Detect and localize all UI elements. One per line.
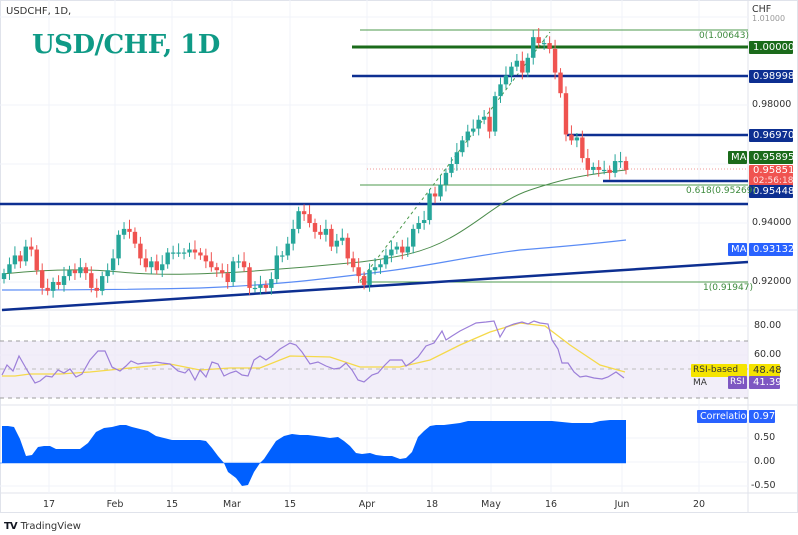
time-tick: May [481, 499, 501, 510]
ma-tag-value: 0.95895 [749, 151, 794, 164]
rsi-ma-tag-value: 48.48 [749, 364, 782, 377]
brand-name: TradingView [20, 521, 81, 532]
time-tick: 18 [425, 499, 439, 510]
tradingview-logo[interactable]: TV TradingView [4, 521, 81, 532]
time-tick: Apr [358, 499, 376, 510]
correlation-tag-value: 0.97 [749, 410, 775, 423]
corr-tick: 0.50 [754, 432, 776, 443]
time-tick: 17 [42, 499, 56, 510]
correlation-area [2, 420, 626, 486]
ma-tag-label: MA [728, 151, 747, 164]
time-tick: Mar [223, 499, 241, 510]
corr-tick: 0.00 [754, 456, 776, 467]
price-tick: 0.92000 [752, 276, 792, 287]
time-tick: 15 [165, 499, 179, 510]
fib-label-618: 0.618(0.95269) [686, 186, 757, 196]
price-tick: 0.98000 [752, 99, 792, 110]
level-tag: 0.95448 [749, 185, 794, 198]
ma2-tag-value: 0.93132 [749, 243, 794, 256]
rsi-tick: 60.00 [754, 349, 782, 360]
currency-label: CHF [752, 4, 772, 15]
symbol-label[interactable]: USDCHF, 1D, [6, 6, 72, 17]
tradingview-icon: TV [4, 521, 18, 532]
correlation-tag-label: Correlation [697, 410, 752, 423]
time-tick: Jun [614, 499, 630, 510]
rsi-line [1, 320, 625, 384]
ma-green-line [1, 169, 627, 275]
fib-label-1: 1(0.91947) [703, 283, 753, 293]
rsi-tick: 80.00 [754, 320, 782, 331]
candlesticks [1, 28, 629, 298]
time-tick: Feb [106, 499, 124, 510]
time-tick: 15 [283, 499, 297, 510]
rsi-tag-value: 41.39 [749, 376, 782, 389]
price-tick: 1.01000 [752, 14, 786, 23]
fib-label-0: 0(1.00643) [699, 31, 749, 41]
chart-title: USD/CHF, 1D [32, 30, 220, 60]
rsi-tag-label: RSI [728, 376, 747, 389]
level-tag: 0.96970 [749, 129, 794, 142]
rsi-ma-tag-label: RSI-based MA [691, 364, 747, 388]
ma2-tag-label: MA [728, 243, 747, 256]
last-price-tag: 0.95851 02:56:18 [749, 165, 795, 187]
price-tick: 0.94000 [752, 217, 792, 228]
support-trendline [1, 260, 749, 312]
corr-tick: -0.50 [751, 480, 776, 491]
level-tag: 0.98998 [749, 70, 794, 83]
time-tick: 16 [544, 499, 558, 510]
time-tick: 20 [692, 499, 706, 510]
bar-countdown: 02:56:18 [753, 176, 794, 186]
level-tag: 1.00000 [749, 41, 794, 54]
last-price: 0.95851 [753, 165, 795, 176]
